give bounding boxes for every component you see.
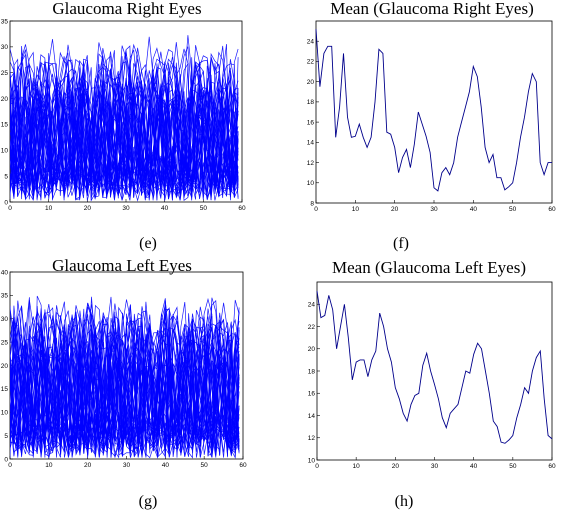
- caption-e: (e): [139, 235, 157, 252]
- x-tick-label: 60: [239, 462, 247, 469]
- y-tick-label: 20: [1, 363, 9, 370]
- y-tick-label: 25: [1, 339, 9, 346]
- y-tick-label: 18: [308, 368, 316, 375]
- subject-trace-line: [10, 350, 240, 458]
- subject-trace-line: [10, 320, 240, 459]
- subject-trace-line: [10, 323, 240, 456]
- x-tick-label: 0: [8, 205, 12, 212]
- subject-trace-line: [10, 66, 239, 195]
- subject-trace-line: [10, 48, 239, 200]
- subject-trace-line: [10, 44, 239, 201]
- x-tick-label: 10: [45, 205, 53, 212]
- subject-traces: [10, 35, 239, 202]
- x-tick-label: 10: [352, 206, 360, 213]
- x-tick-label: 0: [314, 206, 318, 213]
- y-tick-label: 10: [1, 148, 9, 155]
- mean-series-line: [316, 290, 553, 444]
- caption-h: (h): [395, 493, 414, 510]
- x-tick-label: 10: [45, 462, 53, 469]
- x-tick-label: 60: [548, 463, 556, 470]
- subject-trace-line: [10, 47, 239, 195]
- y-tick-label: 16: [308, 391, 316, 398]
- y-tick-label: 35: [1, 18, 9, 25]
- x-tick-label: 20: [392, 463, 400, 470]
- y-tick-label: 22: [308, 324, 316, 331]
- y-tick-label: 18: [307, 99, 315, 106]
- y-tick-label: 15: [1, 386, 9, 393]
- y-tick-label: 5: [4, 173, 8, 180]
- subject-trace-line: [10, 297, 240, 454]
- x-tick-label: 50: [201, 462, 209, 469]
- y-tick-label: 20: [1, 96, 9, 103]
- plot-frame: [315, 20, 553, 204]
- y-tick-label: 10: [308, 457, 316, 464]
- subject-traces: [10, 295, 240, 459]
- y-tick-label: 10: [307, 180, 315, 187]
- x-tick-label: 50: [509, 463, 517, 470]
- subject-trace-line: [10, 91, 239, 201]
- y-tick-label: 35: [1, 293, 9, 300]
- mean-series-line: [315, 29, 552, 192]
- x-tick-label: 50: [200, 205, 208, 212]
- y-tick-label: 16: [307, 119, 315, 126]
- x-tick-label: 20: [391, 206, 399, 213]
- x-tick-label: 0: [8, 462, 12, 469]
- subject-trace-line: [10, 355, 240, 455]
- plot-mean-right-eyes: 0 10 20 30 40 50 60 8 10 12 14 16 18 20 22 24: [307, 20, 556, 213]
- x-tick-label: 10: [353, 463, 361, 470]
- y-tick-label: 10: [1, 410, 9, 417]
- x-tick-label: 30: [430, 206, 438, 213]
- x-tick-label: 40: [470, 206, 478, 213]
- y-tick-label: 22: [307, 59, 315, 66]
- y-tick-label: 12: [308, 435, 316, 442]
- chart-title-left-eyes: Glaucoma Left Eyes: [52, 256, 192, 275]
- y-tick-label: 14: [307, 140, 315, 147]
- x-tick-label: 20: [84, 462, 92, 469]
- x-tick-label: 30: [122, 205, 130, 212]
- subject-trace-line: [10, 326, 240, 457]
- y-tick-label: 25: [1, 70, 9, 77]
- chart-title-mean-right-eyes: Mean (Glaucoma Right Eyes): [330, 0, 533, 18]
- subject-trace-line: [10, 308, 240, 458]
- y-tick-label: 5: [4, 433, 8, 440]
- y-tick-label: 24: [307, 39, 315, 46]
- y-tick-label: 20: [307, 79, 315, 86]
- x-tick-label: 60: [238, 205, 246, 212]
- caption-f: (f): [393, 235, 409, 252]
- chart-title-right-eyes: Glaucoma Right Eyes: [52, 0, 201, 18]
- y-tick-label: 12: [307, 160, 315, 167]
- subject-trace-line: [10, 65, 239, 199]
- y-tick-label: 0: [4, 456, 8, 463]
- y-tick-label: 14: [308, 413, 316, 420]
- subject-trace-line: [10, 317, 240, 458]
- caption-g: (g): [139, 493, 158, 510]
- y-tick-label: 20: [308, 346, 316, 353]
- y-tick-label: 40: [1, 269, 9, 276]
- x-tick-label: 40: [470, 463, 478, 470]
- subject-trace-line: [10, 305, 240, 456]
- x-tick-label: 40: [162, 462, 170, 469]
- x-tick-label: 30: [123, 462, 131, 469]
- x-tick-label: 30: [431, 463, 439, 470]
- x-tick-label: 0: [315, 463, 319, 470]
- y-tick-label: 30: [1, 44, 9, 51]
- subject-trace-line: [10, 62, 239, 198]
- chart-title-mean-left-eyes: Mean (Glaucoma Left Eyes): [332, 258, 526, 277]
- x-tick-label: 60: [548, 206, 556, 213]
- plot-left-eyes: 0 10 20 30 40 50 60 0 5 10 15 20 25 30 35 40: [1, 269, 247, 469]
- y-tick-label: 30: [1, 316, 9, 323]
- y-tick-label: 8: [310, 200, 314, 207]
- x-tick-label: 40: [161, 205, 169, 212]
- plot-frame: [316, 281, 553, 461]
- y-tick-label: 24: [308, 302, 316, 309]
- y-tick-label: 15: [1, 122, 9, 129]
- y-tick-label: 0: [4, 199, 8, 206]
- subject-trace-line: [10, 98, 239, 201]
- subject-trace-line: [10, 83, 239, 201]
- plot-right-eyes: 0 10 20 30 40 50 60 0 5 10 15 20 25 30 35: [1, 18, 246, 212]
- x-tick-label: 20: [84, 205, 92, 212]
- x-tick-label: 50: [509, 206, 517, 213]
